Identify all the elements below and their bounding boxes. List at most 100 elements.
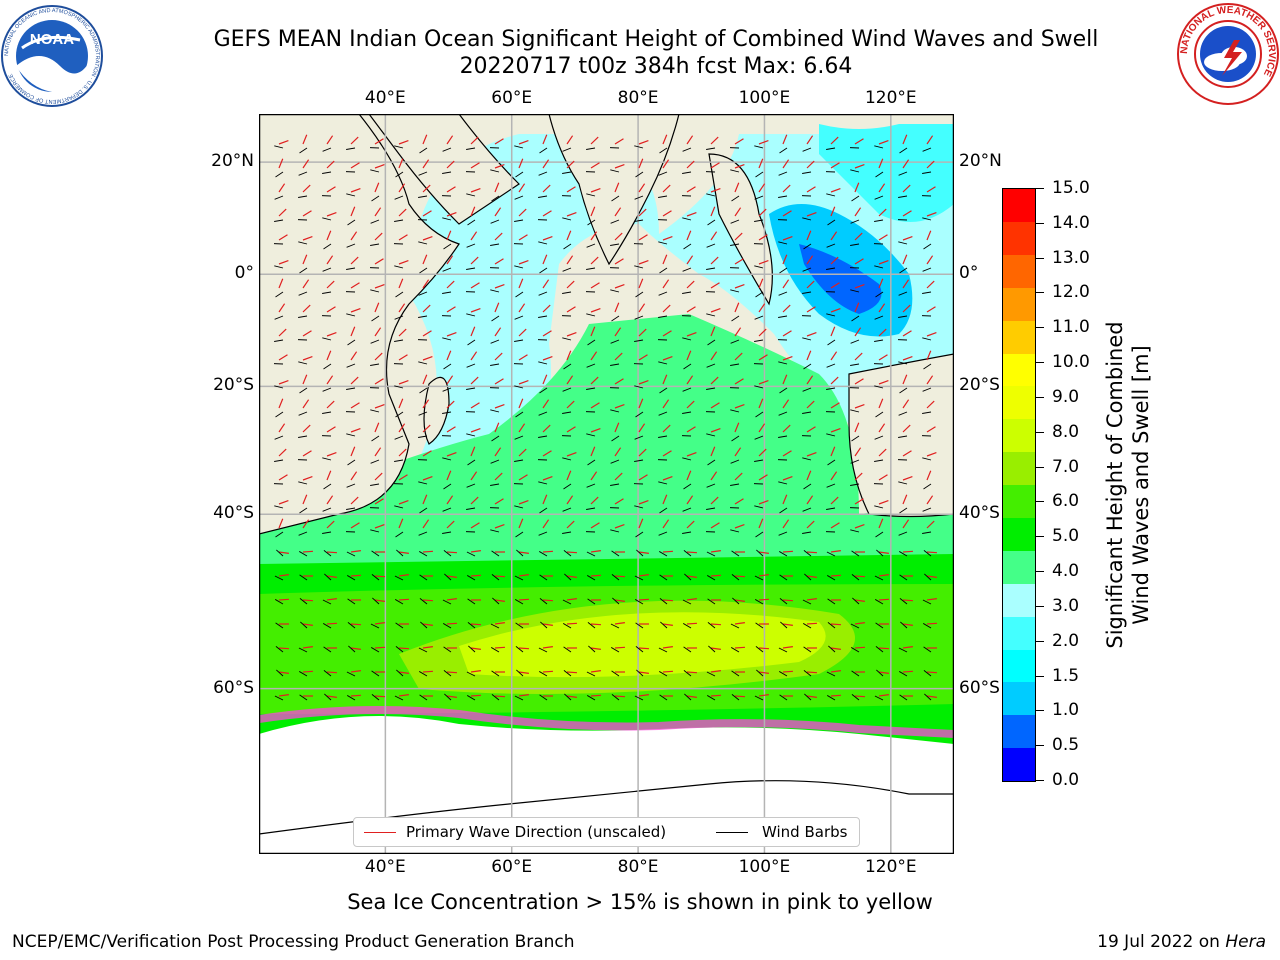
wave-arrow (686, 671, 698, 674)
wave-arrow (806, 695, 817, 698)
wind-barb (323, 483, 332, 490)
wave-arrow (878, 398, 884, 409)
wind-barb (706, 671, 716, 677)
colorbar-tick-mark (1036, 571, 1044, 573)
wind-barb (874, 339, 884, 342)
wind-barb (395, 599, 404, 605)
wind-barb (730, 529, 740, 533)
wave-arrow (878, 500, 889, 505)
wind-barb (802, 599, 812, 605)
sea-ice-edge (259, 706, 954, 738)
wind-barb (371, 315, 380, 322)
wind-barb (444, 693, 452, 701)
wave-arrow (470, 351, 478, 361)
wind-barb (539, 694, 548, 701)
wind-barb (347, 459, 356, 466)
noaa-logo-text: NOAA (30, 31, 74, 48)
wave-arrow (902, 646, 913, 649)
wind-barb (394, 219, 404, 222)
wave-arrow (350, 694, 362, 697)
wind-barb (514, 385, 524, 389)
wind-barb (346, 193, 356, 197)
wind-barb (659, 507, 668, 514)
wave-arrow (422, 424, 431, 433)
wind-barb (682, 457, 692, 461)
wave-arrow (758, 647, 770, 650)
wave-arrow (326, 280, 335, 289)
wind-barb (755, 622, 764, 629)
wave-arrow (614, 258, 624, 265)
wave-arrow (446, 520, 455, 529)
wave-arrow (734, 404, 745, 409)
wind-barb (659, 147, 668, 154)
wind-barb (850, 363, 860, 366)
wind-barb (467, 598, 476, 605)
wind-barb (850, 483, 860, 486)
wind-barb (275, 646, 284, 653)
wave-arrow (926, 575, 937, 578)
wind-barb (442, 217, 452, 221)
wave-arrow (422, 399, 430, 409)
wave-arrow (902, 279, 910, 289)
wind-barb (299, 671, 308, 677)
wave-arrow (398, 647, 410, 650)
wind-barb (586, 507, 596, 510)
wave-arrow (590, 162, 600, 169)
wind-barb (587, 459, 596, 466)
wave-arrow (398, 598, 410, 601)
wind-barb (370, 339, 380, 344)
chart-title: GEFS MEAN Indian Ocean Significant Heigh… (100, 26, 1212, 80)
wave-arrow (686, 280, 695, 289)
wave-arrow (878, 574, 889, 577)
wave-arrow (662, 424, 671, 433)
wind-barb (779, 671, 788, 677)
wind-barb (395, 171, 404, 178)
wind-barb (539, 147, 548, 154)
wave-direction-swatch (364, 832, 396, 833)
wind-barb (611, 574, 620, 581)
wave-arrow (926, 495, 934, 505)
wave-arrow (398, 398, 404, 409)
ocean-south-china-sea (819, 124, 954, 222)
wind-barb (298, 531, 308, 536)
wind-barb (611, 647, 620, 653)
wave-arrow (926, 306, 936, 313)
wave-arrow (638, 260, 649, 265)
wind-barb (298, 647, 308, 653)
wind-barb (466, 313, 476, 317)
wind-barb (563, 623, 572, 629)
wave-arrow (734, 422, 740, 433)
wind-barb (826, 313, 836, 317)
wind-barb (274, 459, 284, 462)
wave-arrow (734, 258, 744, 265)
wind-barb (562, 171, 572, 174)
wind-barb (802, 411, 812, 414)
wave-arrow (854, 232, 863, 241)
wind-barb (490, 529, 500, 533)
wave-arrow (326, 470, 332, 481)
wind-barb (731, 574, 740, 581)
wind-barb (347, 575, 356, 581)
wave-arrow (854, 599, 865, 602)
wave-arrow (710, 308, 721, 313)
wave-arrow (446, 470, 452, 481)
wave-arrow (422, 134, 428, 145)
wind-barb (922, 411, 932, 414)
colorbar-tick-label: 7.0 (1052, 456, 1080, 477)
wave-arrow (830, 694, 842, 697)
lat-tick-right: 20°S (959, 375, 1000, 396)
wind-barb (874, 505, 884, 509)
wave-arrow (326, 400, 335, 409)
wind-barb (394, 315, 404, 320)
wave-arrow (614, 472, 623, 481)
wind-barb (562, 507, 572, 512)
wave-arrow (686, 255, 694, 265)
wave-arrow (302, 646, 313, 649)
colorbar-tick-label: 8.0 (1052, 421, 1080, 442)
wind-barb (827, 598, 836, 605)
wind-barb (299, 598, 308, 605)
wave-arrow (494, 646, 506, 649)
colorbar-tick-mark (1036, 222, 1044, 224)
wave-arrow (782, 399, 790, 409)
wave-arrow (782, 184, 791, 193)
